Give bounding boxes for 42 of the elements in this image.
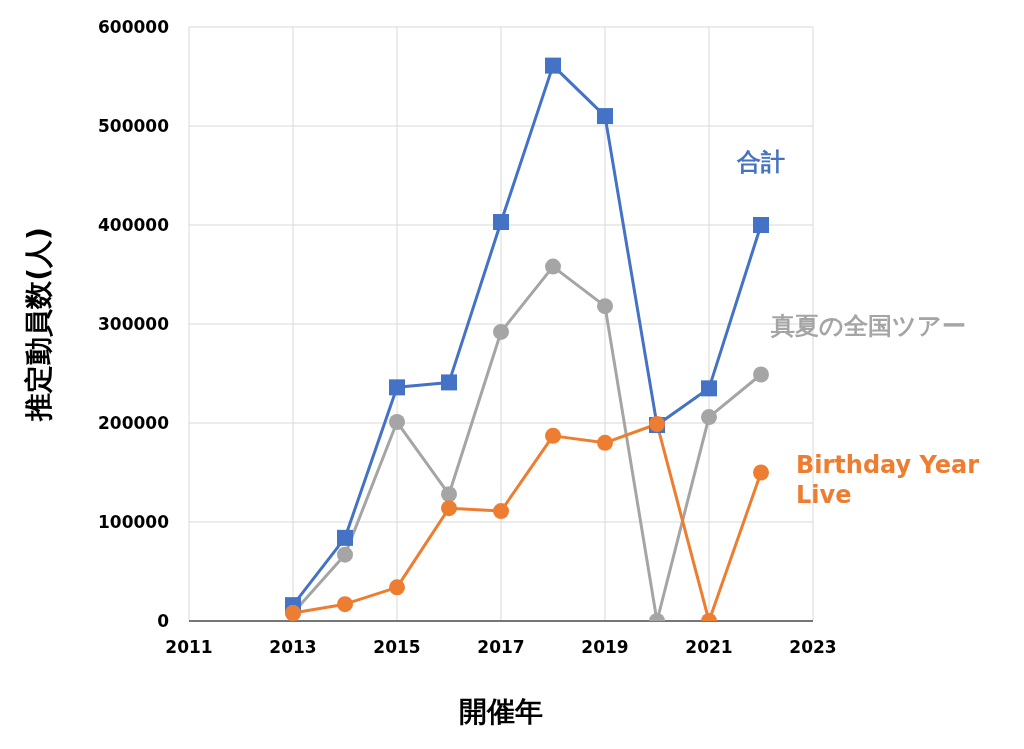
point: [753, 217, 769, 233]
y-tick-label: 100000: [98, 512, 170, 533]
point: [753, 366, 769, 383]
y-tick-label: 500000: [98, 116, 170, 137]
y-tick-label: 0: [157, 611, 170, 632]
x-tick-label: 2017: [477, 637, 525, 658]
series-label: Birthday Year Live: [796, 450, 980, 509]
point: [441, 374, 457, 391]
x-tick-label: 2015: [373, 637, 421, 658]
point: [701, 380, 717, 397]
point: [493, 323, 509, 340]
point: [545, 57, 561, 74]
point: [597, 434, 613, 451]
point: [389, 379, 405, 396]
point: [337, 529, 353, 546]
y-tick-label: 400000: [98, 215, 170, 236]
x-axis-title: 開催年: [459, 695, 543, 728]
point: [597, 108, 613, 125]
point: [441, 500, 457, 517]
x-tick-label: 2019: [581, 637, 629, 658]
y-tick-label: 200000: [98, 413, 170, 434]
x-tick-label: 2021: [685, 637, 733, 658]
x-tick-label: 2023: [789, 637, 837, 658]
point: [337, 546, 353, 563]
point: [389, 579, 405, 596]
point: [337, 596, 353, 613]
x-tick-label: 2011: [165, 637, 213, 658]
series-label: 真夏の全国ツアー: [770, 312, 966, 341]
point: [701, 409, 717, 426]
y-axis-title: 推定動員数(人): [21, 227, 55, 422]
point: [545, 258, 561, 275]
point: [389, 414, 405, 431]
point: [545, 427, 561, 444]
y-tick-label: 300000: [98, 314, 170, 335]
x-tick-label: 2013: [269, 637, 317, 658]
series-label: 合計: [736, 148, 785, 176]
point: [493, 503, 509, 520]
point: [597, 298, 613, 315]
y-tick-label: 600000: [98, 17, 170, 38]
point: [441, 486, 457, 503]
point: [753, 464, 769, 481]
point: [493, 214, 509, 231]
